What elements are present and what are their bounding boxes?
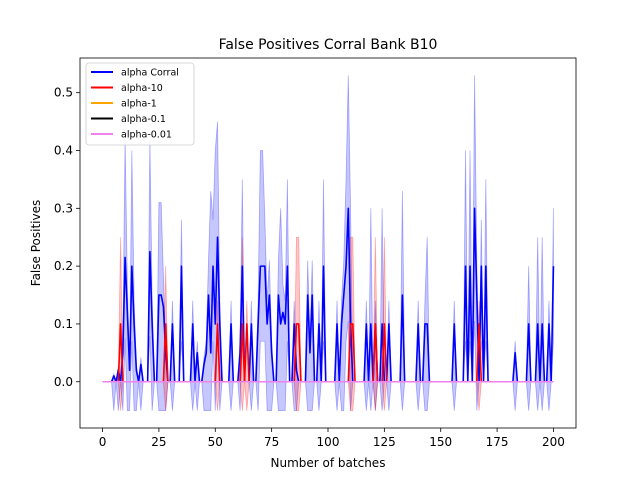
legend-label-alpha-corral: alpha Corral xyxy=(121,68,179,79)
y-tick-label: 0.3 xyxy=(54,201,73,215)
y-axis-ticks: 0.0 0.1 0.2 0.3 0.4 0.5 xyxy=(54,86,80,389)
y-tick-label: 0.0 xyxy=(54,375,73,389)
y-tick-label: 0.1 xyxy=(54,317,73,331)
series-lines xyxy=(102,207,555,383)
x-axis-ticks: 0 25 50 75 100 125 150 175 200 xyxy=(99,428,565,449)
x-tick-label: 0 xyxy=(99,435,107,449)
legend-label-alpha-0-1: alpha-0.1 xyxy=(121,114,166,125)
chart-title: False Positives Corral Bank B10 xyxy=(219,37,438,53)
y-tick-label: 0.5 xyxy=(54,86,73,100)
legend-label-alpha-0-01: alpha-0.01 xyxy=(121,130,172,141)
x-tick-label: 125 xyxy=(373,435,396,449)
x-tick-label: 50 xyxy=(208,435,223,449)
legend-box xyxy=(85,62,195,146)
x-tick-label: 200 xyxy=(542,435,565,449)
x-tick-label: 75 xyxy=(264,435,279,449)
y-tick-label: 0.4 xyxy=(54,144,73,158)
y-axis-label: False Positives xyxy=(29,200,43,286)
x-tick-label: 175 xyxy=(486,435,509,449)
legend: alpha Corral alpha-10 alpha-1 alpha-0.1 … xyxy=(85,62,195,146)
y-tick-label: 0.2 xyxy=(54,259,73,273)
x-tick-label: 150 xyxy=(429,435,452,449)
legend-label-alpha-1: alpha-1 xyxy=(121,99,157,110)
x-tick-label: 100 xyxy=(317,435,340,449)
x-axis-label: Number of batches xyxy=(271,456,386,470)
legend-label-alpha-10: alpha-10 xyxy=(121,83,163,94)
x-tick-label: 25 xyxy=(151,435,166,449)
